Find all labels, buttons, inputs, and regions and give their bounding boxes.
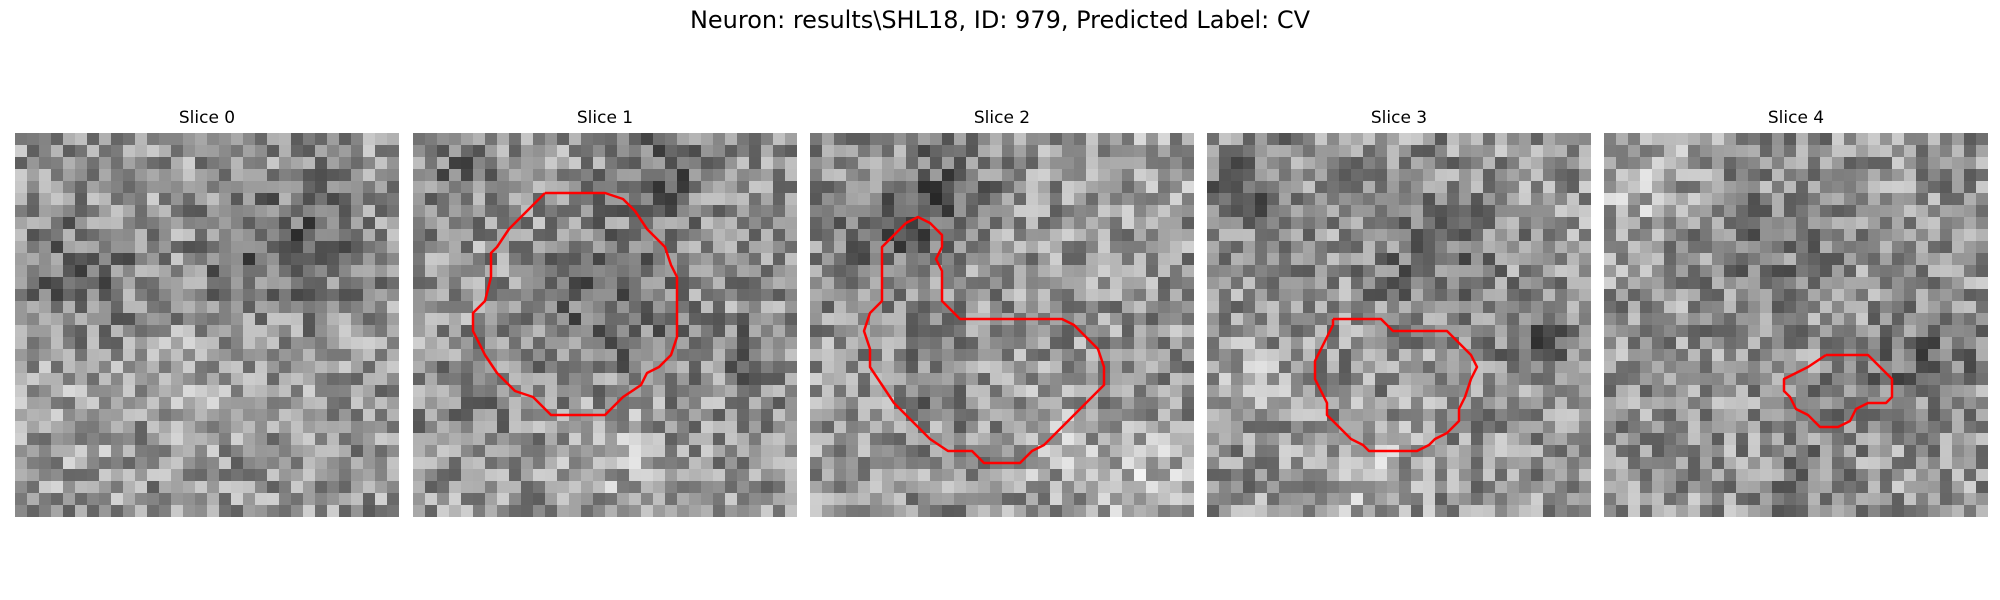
slice-0-pixels [15, 133, 399, 517]
panel-title-slice-2: Slice 2 [973, 108, 1031, 128]
slice-2-pixels [810, 133, 1194, 517]
slice-4-pixels [1604, 133, 1988, 517]
slice-3-pixels [1207, 133, 1591, 517]
slice-1-pixels [413, 133, 797, 517]
slice-3-contour [1313, 317, 1479, 453]
slice-2-contour [862, 215, 1106, 465]
slice-image-2 [810, 133, 1194, 517]
slice-1-contour [471, 191, 679, 417]
slice-image-3 [1207, 133, 1591, 517]
panel-title-slice-3: Slice 3 [1370, 108, 1428, 128]
slice-image-0 [15, 133, 399, 517]
slice-image-4 [1604, 133, 1988, 517]
figure-title: Neuron: results\SHL18, ID: 979, Predicte… [689, 6, 1311, 34]
slice-image-1 [413, 133, 797, 517]
panel-title-slice-4: Slice 4 [1767, 108, 1825, 128]
panel-title-slice-0: Slice 0 [178, 108, 236, 128]
panel-title-slice-1: Slice 1 [576, 108, 634, 128]
slice-4-contour [1782, 353, 1894, 429]
